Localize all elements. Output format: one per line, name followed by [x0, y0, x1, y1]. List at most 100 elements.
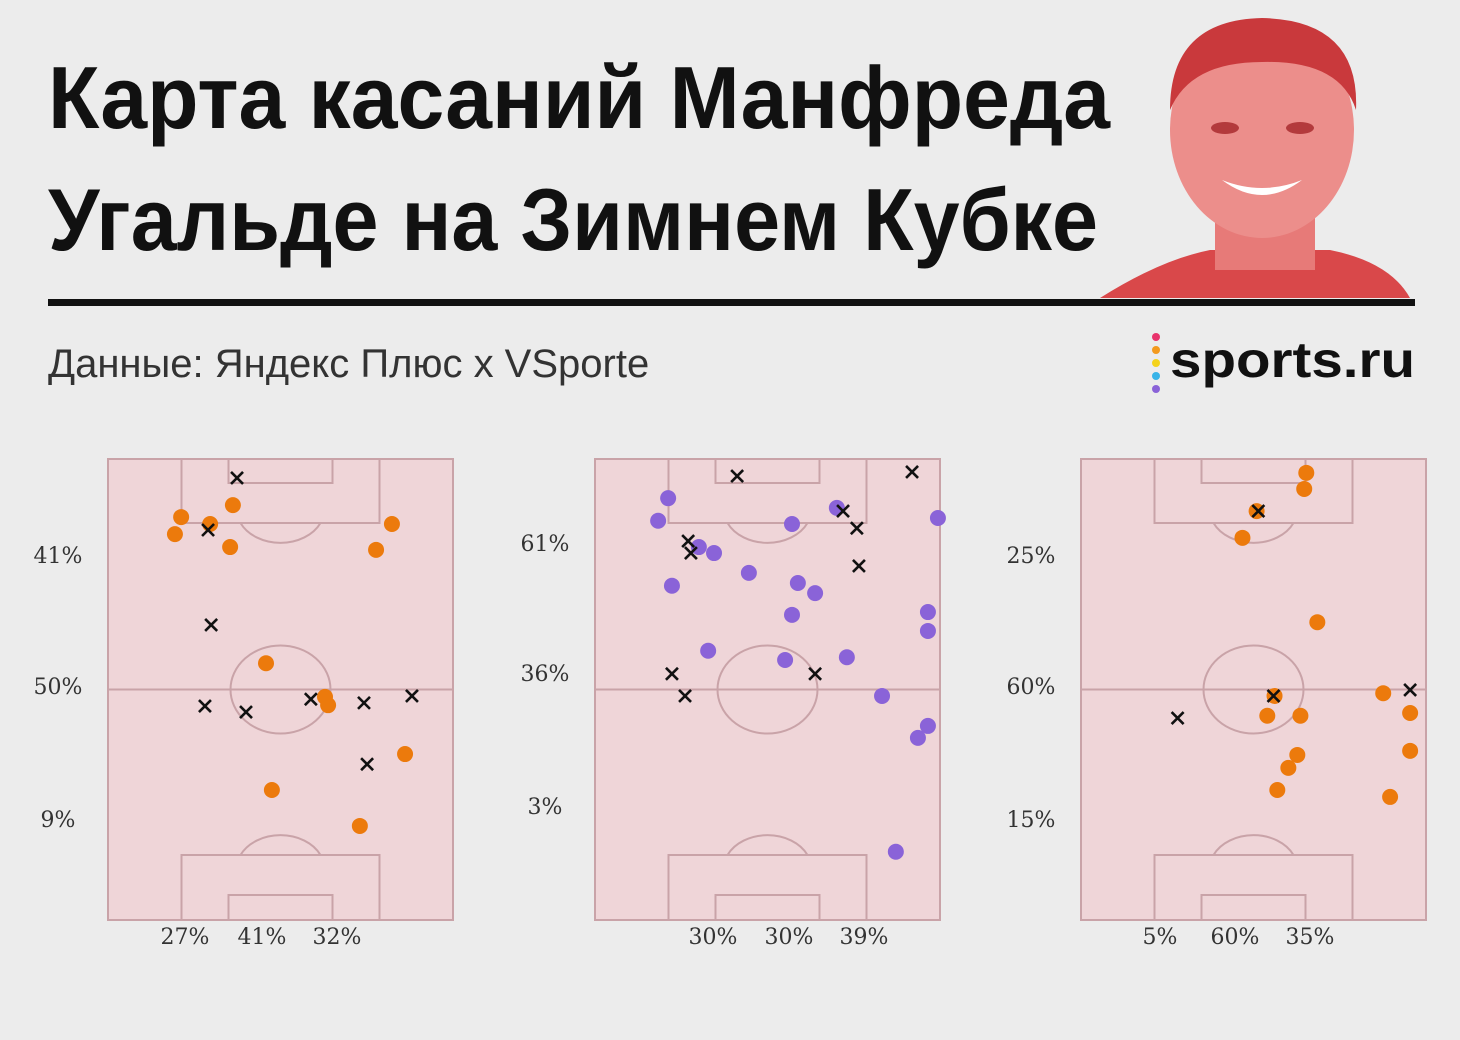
touch-cross: [683, 546, 698, 560]
touch-cross: [303, 692, 318, 707]
penalty-arc: [239, 522, 322, 544]
touch-dot: [368, 541, 385, 558]
touch-dot: [740, 564, 757, 581]
column-share-label: 27%: [161, 925, 210, 950]
touch-dot: [1309, 614, 1326, 631]
touch-dot: [1382, 788, 1399, 805]
touch-cross: [1266, 689, 1281, 703]
row-share-label: 15%: [1007, 808, 1056, 833]
column-share-label: 30%: [689, 925, 738, 950]
column-share-label: 5%: [1143, 925, 1178, 950]
column-share-label: 60%: [1211, 925, 1260, 950]
touch-cross: [665, 666, 679, 681]
row-share-label: 50%: [34, 675, 83, 700]
touch-cross: [1251, 504, 1266, 519]
touch-dot: [783, 606, 800, 623]
player-photo: [1100, 18, 1410, 298]
logo-dots: [1152, 333, 1160, 393]
touch-dot: [1402, 705, 1419, 722]
touch-dot: [663, 577, 680, 594]
goal-area: [227, 458, 334, 484]
touch-dot: [919, 622, 936, 639]
row-share-label: 61%: [521, 532, 570, 557]
touch-dot: [397, 746, 414, 763]
touch-dot: [383, 516, 400, 533]
touch-cross: [1170, 711, 1185, 726]
touch-cross: [230, 470, 244, 485]
column-share-label: 30%: [765, 925, 814, 950]
touch-dot: [650, 512, 667, 529]
goal-area: [1200, 894, 1307, 921]
touch-cross: [201, 523, 215, 537]
center-circle: [1202, 644, 1305, 735]
touch-cross: [198, 699, 212, 714]
touch-dot: [1298, 464, 1315, 481]
touch-dot: [258, 655, 275, 672]
touch-dot: [1280, 759, 1297, 776]
touch-cross: [836, 504, 850, 519]
touch-dot: [807, 585, 824, 602]
center-circle: [229, 644, 332, 735]
touch-cross: [204, 618, 219, 632]
touch-cross: [360, 757, 375, 772]
touch-dot: [1292, 707, 1309, 724]
touch-dot: [222, 539, 239, 556]
penalty-arc: [1212, 522, 1295, 544]
pitch-map: 41% 50% 9% 27% 41% 32%: [34, 458, 454, 950]
touch-cross: [905, 464, 919, 479]
divider: [48, 299, 1415, 306]
touch-cross: [681, 534, 696, 548]
touch-dot: [660, 490, 677, 507]
touch-dot: [919, 604, 936, 621]
row-share-label: 36%: [521, 662, 570, 687]
column-share-label: 39%: [840, 925, 889, 950]
touch-cross: [849, 521, 864, 536]
touch-dot: [789, 575, 806, 592]
row-share-label: 25%: [1007, 544, 1056, 569]
touch-cross: [808, 666, 823, 681]
touch-cross: [678, 689, 692, 703]
touch-cross: [1403, 683, 1418, 697]
touch-dot: [166, 526, 183, 543]
touch-dot: [1402, 742, 1419, 759]
pitch-map: 61% 36% 3% 30% 30% 39%: [521, 458, 946, 950]
title-line: Карта касаний Манфреда: [48, 48, 1111, 147]
row-share-label: 9%: [41, 808, 76, 833]
center-circle: [716, 644, 819, 735]
touch-cross: [730, 469, 745, 483]
touch-dot: [929, 510, 946, 527]
column-share-label: 32%: [313, 925, 362, 950]
pitch-map: 25% 60% 15% 5% 60% 35%: [1007, 458, 1427, 950]
touch-dot: [263, 781, 280, 798]
touch-dot: [351, 817, 368, 834]
touch-dot: [777, 651, 794, 668]
goal-area: [714, 894, 821, 921]
touch-dot: [1269, 781, 1286, 798]
touch-dot: [173, 509, 190, 526]
touch-dot: [224, 497, 241, 514]
goal-area: [227, 894, 334, 921]
penalty-arc: [239, 834, 322, 856]
touch-dot: [700, 642, 717, 659]
touch-cross: [239, 705, 253, 720]
logo: sports.ru: [1170, 332, 1415, 388]
touch-dot: [919, 717, 936, 734]
penalty-arc: [726, 522, 809, 544]
touch-dot: [706, 545, 723, 562]
touch-dot: [1234, 529, 1251, 546]
penalty-arc: [1212, 834, 1295, 856]
title-line: Угальде на Зимнем Кубке: [48, 170, 1098, 269]
touch-dot: [783, 516, 800, 533]
touch-dot: [887, 843, 904, 860]
touch-dot: [690, 539, 707, 556]
touch-cross: [852, 559, 866, 573]
touch-cross: [405, 689, 419, 703]
touch-dot: [1296, 480, 1313, 497]
row-share-label: 41%: [34, 544, 83, 569]
touch-dot: [1289, 746, 1306, 763]
row-share-label: 60%: [1007, 675, 1056, 700]
touch-dot: [874, 687, 891, 704]
column-share-label: 41%: [238, 925, 287, 950]
row-share-label: 3%: [528, 795, 563, 820]
